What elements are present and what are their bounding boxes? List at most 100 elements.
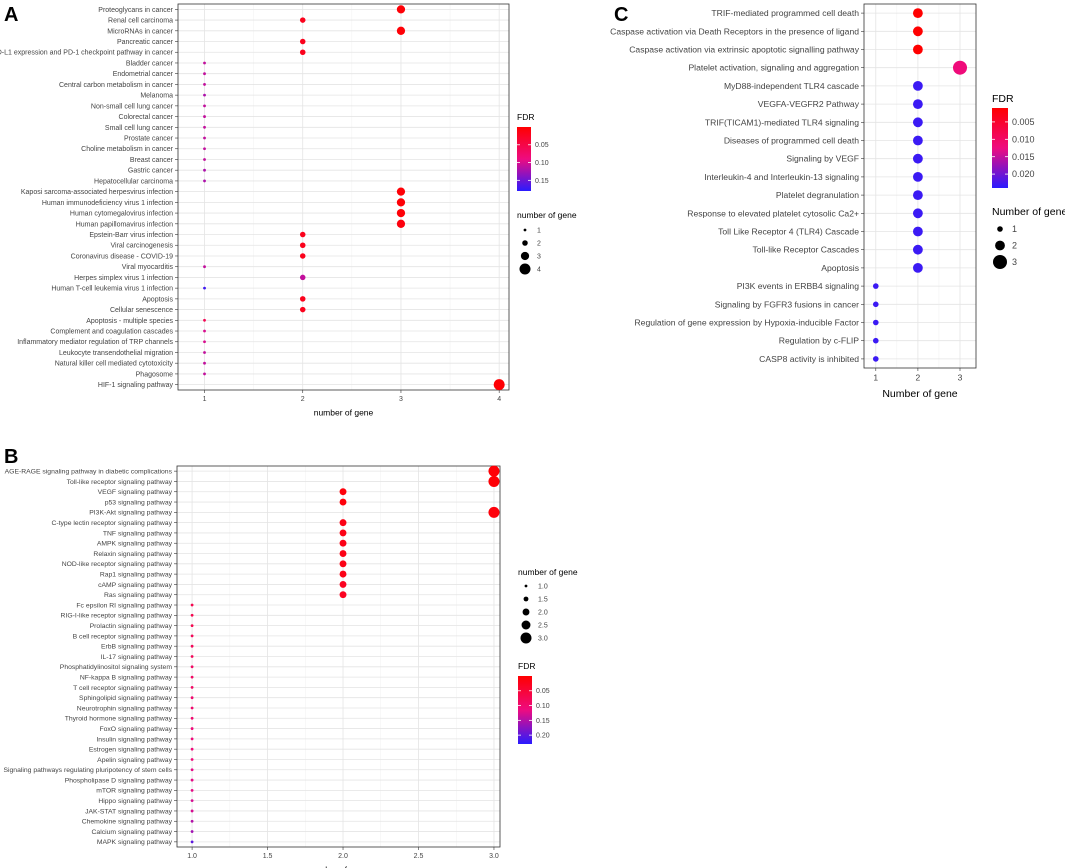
size-legend-dot [519,263,531,275]
category-label: Pancreatic cancer [117,39,174,46]
data-point [488,465,500,477]
category-label: VEGF signaling pathway [98,489,173,496]
category-label: Chemokine signaling pathway [82,819,173,826]
category-label: TRIF(TICAM1)-mediated TLR4 signaling [705,117,859,127]
data-point [299,242,306,249]
data-point [912,135,923,146]
category-label: T cell receptor signaling pathway [73,685,172,692]
data-point [190,799,194,803]
data-point [190,716,194,720]
panel-letter-b: B [4,446,18,468]
data-point [203,286,206,290]
x-tick-label: 1.0 [187,853,197,860]
data-point [299,274,306,281]
size-legend-label: 2.0 [538,609,548,616]
size-legend-label: 2 [1012,241,1017,251]
data-point [190,758,194,761]
data-point [203,372,206,376]
data-point [190,768,194,772]
fdr-colorbar [992,108,1008,188]
panel-b-chart: AGE-RAGE signaling pathway in diabetic c… [3,465,578,868]
x-axis-title: number of gene [309,865,369,868]
category-label: Hippo signaling pathway [98,798,172,805]
category-label: Epstein-Barr virus infection [89,232,173,239]
data-point [203,340,206,344]
category-label: Cellular senescence [110,307,173,314]
data-point [396,26,406,35]
data-point [190,675,194,679]
data-point [299,306,306,313]
size-legend-label: 3 [1012,257,1017,267]
size-legend-label: 3.0 [538,635,548,642]
fdr-tick-label: 0.15 [535,178,549,185]
fdr-tick-label: 0.10 [535,160,549,167]
plot-frame [177,3,510,391]
data-point [396,198,406,207]
data-point [912,190,923,201]
category-label: Apoptosis [142,296,173,303]
data-point [203,115,206,118]
category-label: NF-kappa B signaling pathway [80,674,173,681]
data-point [339,550,347,557]
category-label: Coronavirus disease - COVID-19 [71,253,173,260]
category-label: NOD-like receptor signaling pathway [62,561,173,568]
category-label: Natural killer cell mediated cytotoxicit… [55,361,174,368]
category-label: CASP8 activity is inhibited [759,354,859,364]
category-label: Kaposi sarcoma-associated herpesvirus in… [21,189,173,196]
data-point [872,301,879,308]
category-label: B cell receptor signaling pathway [73,633,173,640]
category-label: Bladder cancer [126,60,174,67]
x-tick-label: 2.5 [414,853,424,860]
category-label: Human immunodeficiency virus 1 infection [42,200,173,207]
x-axis-title: Number of gene [882,388,957,400]
data-point [203,329,206,333]
data-point [912,8,923,18]
data-point [299,38,306,45]
data-point [339,570,347,578]
data-point [203,168,206,172]
category-label: Human T-cell leukemia virus 1 infection [51,286,173,293]
fdr-tick-label: 0.15 [536,718,550,725]
data-point [203,147,206,151]
fdr-tick-label: 0.005 [1012,117,1035,127]
data-point [190,644,194,648]
data-point [190,665,194,669]
data-point [488,475,500,487]
category-label: TRIF-mediated programmed cell death [711,8,859,18]
data-point [203,158,206,161]
fdr-tick-label: 0.020 [1012,169,1035,179]
category-label: Renal cell carcinoma [108,18,173,25]
size-legend-label: 1 [537,227,541,234]
category-label: AMPK signaling pathway [97,541,173,548]
x-tick-label: 4 [497,396,501,403]
category-label: Sphingolipid signaling pathway [79,695,173,702]
data-point [912,153,923,164]
data-point [190,613,194,617]
panel-letter-a: A [4,4,18,26]
size-legend-title: number of gene [517,210,577,220]
data-point [339,591,347,599]
size-legend-label: 3 [537,253,541,260]
data-point [190,819,194,823]
category-label: IL-17 signaling pathway [101,654,173,661]
data-point [203,61,206,65]
x-tick-label: 3.0 [489,853,499,860]
data-point [339,519,347,527]
category-label: Prolactin signaling pathway [90,623,173,630]
data-point [203,179,206,183]
category-label: Leukocyte transendothelial migration [59,350,173,357]
fdr-tick-label: 0.015 [1012,152,1035,162]
category-label: Gastric cancer [128,168,174,175]
category-label: PI3K-Akt signaling pathway [89,510,172,517]
x-tick-label: 1.5 [263,853,273,860]
data-point [190,778,194,782]
x-tick-label: 1 [873,373,878,383]
data-point [190,830,194,833]
size-legend-dot [997,226,1003,232]
category-label: MAPK signaling pathway [97,839,173,846]
category-label: Signaling by FGFR3 fusions in cancer [715,299,859,309]
data-point [190,634,194,638]
category-label: Endometrial cancer [113,71,174,78]
data-point [203,125,206,129]
x-tick-label: 3 [958,373,963,383]
